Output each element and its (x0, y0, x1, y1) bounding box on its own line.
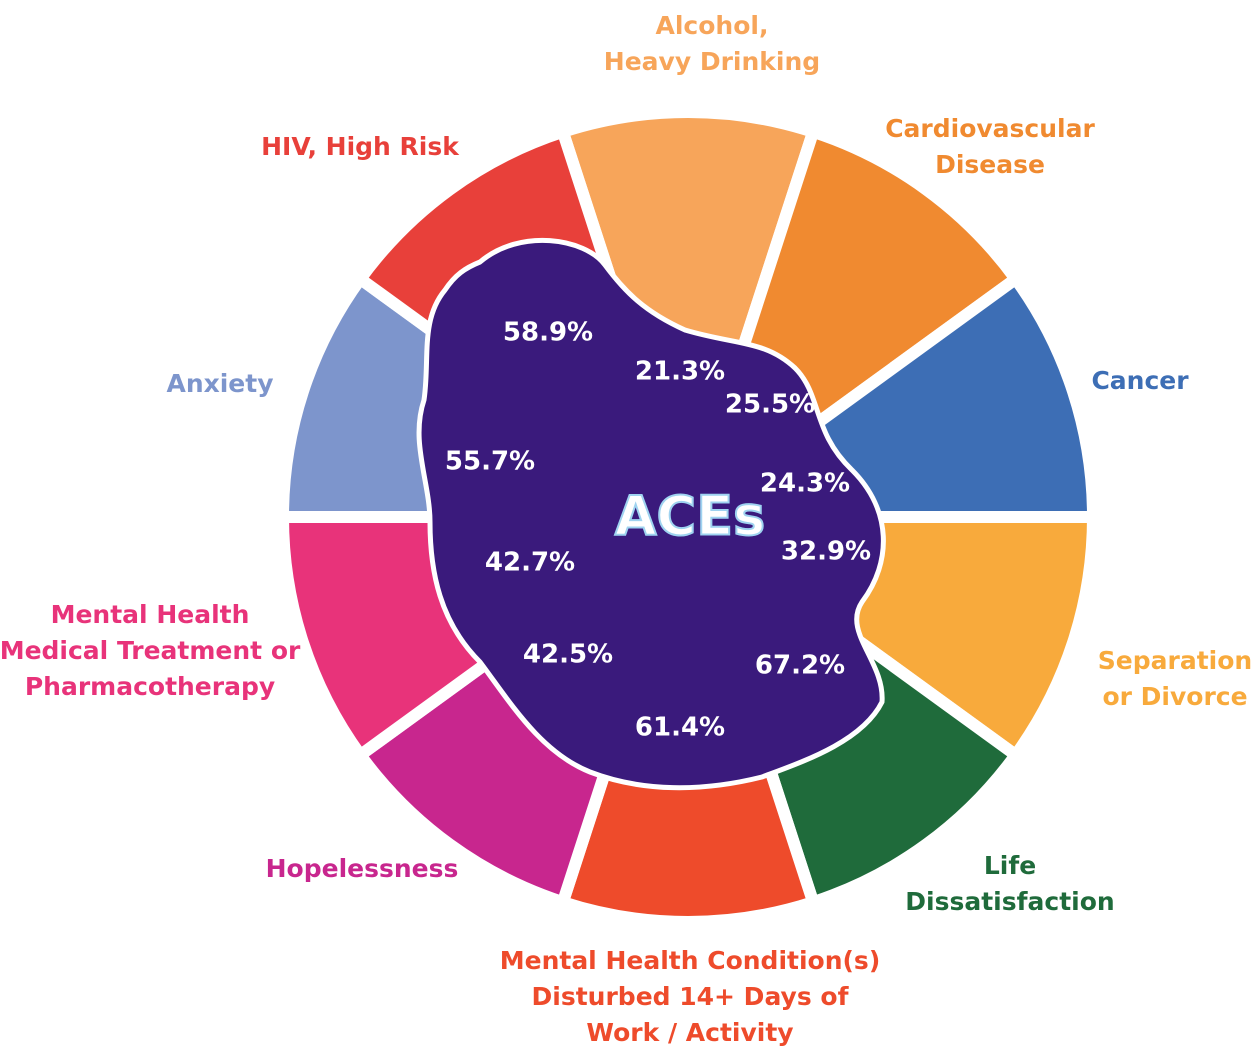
segment-label: Heavy Drinking (604, 47, 820, 76)
segment-label: Life (984, 851, 1036, 880)
segment-label: Cancer (1091, 366, 1189, 395)
segment-value: 55.7% (445, 447, 535, 477)
segment-label: Pharmacotherapy (25, 672, 275, 701)
segment-label: Medical Treatment or (0, 636, 301, 665)
center-blob (416, 237, 886, 791)
segment-value: 67.2% (755, 651, 845, 681)
segment-label: Mental Health Condition(s) (500, 946, 881, 975)
segment-label: Work / Activity (586, 1018, 793, 1047)
segment-value: 24.3% (760, 469, 850, 499)
segment-value: 42.5% (523, 640, 613, 670)
segment-label: Separation (1098, 646, 1252, 675)
segment-label: or Divorce (1102, 682, 1247, 711)
center-label: ACEs (615, 485, 765, 548)
segment-label: Dissatisfaction (905, 887, 1114, 916)
segment-label: Alcohol, (656, 11, 769, 40)
segment-label: Anxiety (166, 369, 273, 398)
segment-value: 58.9% (503, 318, 593, 348)
ring-segment (556, 106, 820, 523)
segment-value: 61.4% (635, 713, 725, 743)
segment-label: Hopelessness (266, 854, 459, 883)
segment-value: 25.5% (725, 390, 815, 420)
segment-label: Mental Health (51, 600, 250, 629)
segment-label: Disturbed 14+ Days of (532, 982, 850, 1011)
segment-label: HIV, High Risk (261, 132, 460, 161)
segment-label: Disease (935, 150, 1045, 179)
segment-label: Cardiovascular (885, 114, 1095, 143)
segment-value: 32.9% (781, 537, 871, 567)
segment-value: 21.3% (635, 357, 725, 387)
segment-value: 42.7% (485, 548, 575, 578)
